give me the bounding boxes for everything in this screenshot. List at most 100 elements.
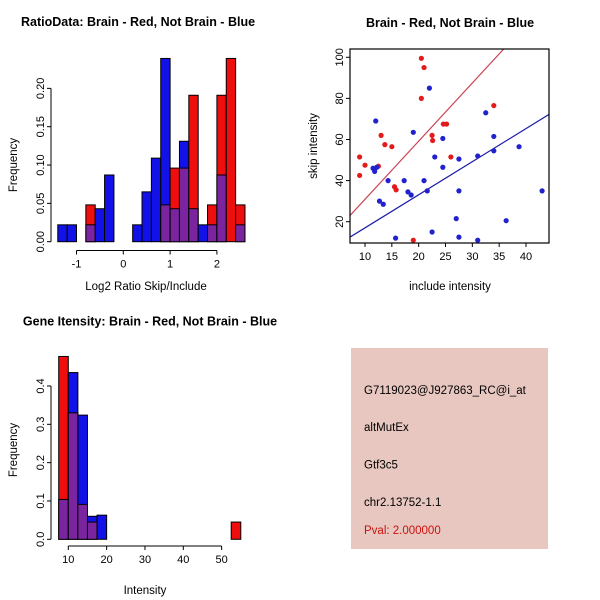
histogram-bar-red bbox=[225, 57, 237, 243]
y-tick-label: 0.05 bbox=[35, 193, 47, 214]
y-tick-label: 40 bbox=[334, 174, 346, 186]
scatter-point-blue bbox=[456, 188, 462, 194]
gene-id-text: G7119023@J927863_RC@i_at bbox=[364, 385, 527, 397]
scatter-point-blue bbox=[401, 178, 407, 184]
scatter-point-blue bbox=[426, 85, 433, 91]
scatter-point-red bbox=[410, 237, 416, 243]
ratio-histogram-panel: RatioData: Brain - Red, Not Brain - Blue… bbox=[8, 15, 255, 293]
x-tick-label: 20 bbox=[413, 251, 425, 263]
histogram-bar-blue bbox=[57, 224, 68, 243]
scatter-point-red bbox=[382, 142, 388, 148]
scatter-point-blue bbox=[424, 188, 430, 194]
y-tick-label: 80 bbox=[334, 92, 346, 104]
scatter-point-red bbox=[357, 172, 363, 179]
scatter-point-blue bbox=[456, 234, 462, 240]
histogram-bar-blue bbox=[94, 208, 106, 243]
histogram-bar-overlap bbox=[178, 167, 190, 243]
y-tick-label: 0.20 bbox=[35, 78, 47, 99]
histogram-bar-blue bbox=[132, 224, 143, 243]
scatter-point-blue bbox=[372, 168, 378, 174]
panel-title: Brain - Red, Not Brain - Blue bbox=[366, 16, 534, 30]
x-axis-title: Log2 Ratio Skip/Include bbox=[85, 281, 206, 293]
scatter-point-blue bbox=[408, 192, 414, 198]
scatter-point-blue bbox=[421, 178, 427, 184]
scatter-point-blue bbox=[405, 189, 411, 195]
x-tick-label: 30 bbox=[466, 251, 478, 263]
scatter-point-blue bbox=[475, 153, 481, 159]
histogram-bar-overlap bbox=[169, 208, 180, 243]
histogram-bar-blue bbox=[66, 224, 77, 243]
x-tick-label: 40 bbox=[520, 251, 532, 263]
y-tick-label: 60 bbox=[334, 133, 346, 145]
histogram-bar-overlap bbox=[207, 224, 218, 243]
y-tick-label: 20 bbox=[334, 216, 346, 228]
scatter-point-blue bbox=[376, 198, 383, 204]
histogram-bar-blue bbox=[104, 174, 115, 243]
histogram-bar-blue bbox=[141, 191, 152, 243]
x-tick-label: 2 bbox=[214, 259, 220, 271]
pval-text: Pval: 2.000000 bbox=[364, 525, 441, 537]
x-axis-title: Intensity bbox=[124, 585, 167, 597]
y-tick-label: 0.1 bbox=[35, 493, 47, 508]
scatter-point-red bbox=[378, 132, 384, 138]
y-axis-title: Frequency bbox=[8, 138, 20, 193]
scatter-point-blue bbox=[516, 144, 522, 150]
scatter-point-blue bbox=[491, 148, 497, 154]
y-tick-label: 0.0 bbox=[35, 532, 47, 547]
scatter-point-blue bbox=[453, 216, 459, 222]
panel-title: Gene Itensity: Brain - Red, Not Brain - … bbox=[23, 315, 277, 329]
histogram-bar-overlap bbox=[77, 503, 88, 540]
scatter-point-red bbox=[418, 95, 424, 101]
x-tick-label: 15 bbox=[386, 251, 398, 263]
analysis-type-text: altMutEx bbox=[364, 422, 409, 434]
y-tick-label: 0.10 bbox=[35, 154, 47, 175]
y-tick-label: 0.15 bbox=[35, 116, 47, 137]
y-tick-label: 0.2 bbox=[35, 455, 47, 470]
scatter-point-blue bbox=[385, 178, 391, 184]
scatter-point-blue bbox=[539, 188, 545, 194]
y-tick-label: 0.4 bbox=[35, 378, 47, 393]
histogram-bar-overlap bbox=[86, 521, 98, 540]
y-tick-label: 100 bbox=[334, 48, 346, 66]
scatter-point-blue bbox=[440, 164, 446, 170]
scatter-point-blue bbox=[373, 118, 379, 124]
x-tick-label: -1 bbox=[72, 259, 82, 271]
scatter-point-red bbox=[448, 154, 454, 160]
scatter-point-blue bbox=[440, 135, 446, 142]
scatter-point-red bbox=[429, 132, 435, 138]
gene-symbol-text: Gtf3c5 bbox=[364, 460, 398, 472]
scatter-point-blue bbox=[392, 235, 399, 241]
x-tick-label: 20 bbox=[101, 554, 113, 566]
x-tick-label: 0 bbox=[120, 259, 126, 271]
scatter-point-red bbox=[362, 162, 368, 168]
scatter-point-red bbox=[389, 144, 395, 150]
scatter-point-red bbox=[421, 64, 427, 71]
scatter-point-red bbox=[443, 121, 450, 127]
scatter-point-blue bbox=[475, 237, 481, 243]
histogram-bar-blue bbox=[150, 157, 162, 243]
gene-info-panel: G7119023@J927863_RC@i_at altMutEx Gtf3c5 ch… bbox=[351, 348, 548, 549]
x-tick-label: 50 bbox=[215, 554, 227, 566]
histogram-bar-overlap bbox=[85, 224, 96, 243]
scatter-point-blue bbox=[503, 218, 509, 224]
regression-line-blue bbox=[350, 113, 549, 238]
scatter-point-red bbox=[430, 137, 436, 144]
x-tick-label: 40 bbox=[177, 554, 189, 566]
histogram-bar-overlap bbox=[235, 224, 246, 243]
plot-box bbox=[349, 48, 550, 244]
histogram-bar-blue bbox=[96, 514, 108, 540]
y-axis-title: Frequency bbox=[8, 423, 20, 478]
histogram-bar-overlap bbox=[216, 174, 227, 243]
histogram-bar-overlap bbox=[67, 412, 79, 540]
histogram-bar-overlap bbox=[58, 498, 69, 540]
x-tick-label: 25 bbox=[439, 251, 451, 263]
histogram-bar-overlap bbox=[188, 208, 199, 243]
gene-intensity-histogram-panel: Gene Itensity: Brain - Red, Not Brain - … bbox=[8, 315, 277, 598]
scatter-point-blue bbox=[483, 110, 489, 116]
x-tick-label: 10 bbox=[62, 554, 74, 566]
y-axis-title: skip intensity bbox=[308, 113, 320, 179]
scatter-point-blue bbox=[410, 129, 416, 135]
scatter-point-red bbox=[418, 55, 424, 61]
scatter-point-blue bbox=[380, 201, 386, 207]
